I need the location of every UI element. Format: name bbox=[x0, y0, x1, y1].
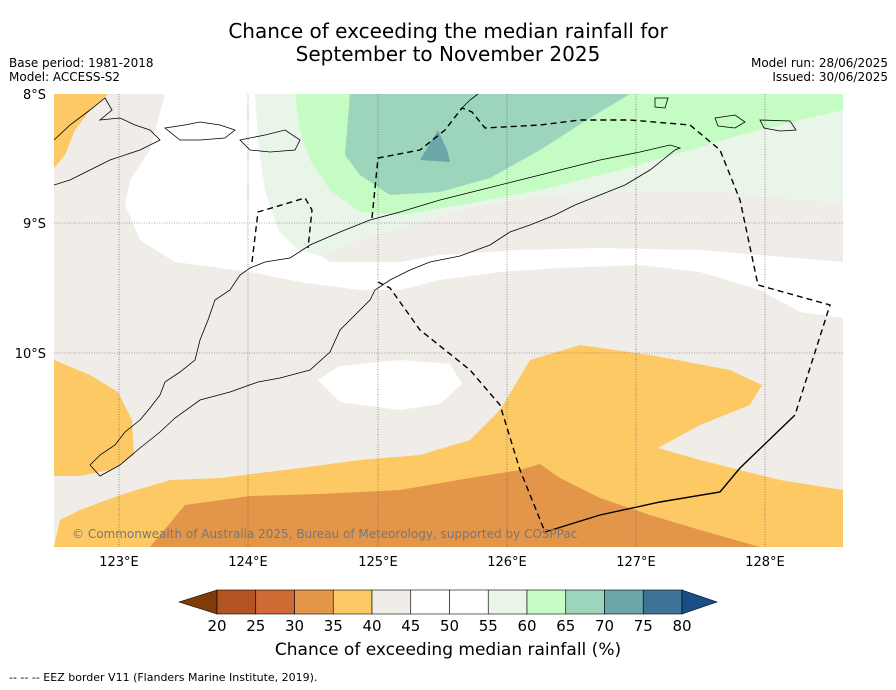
colorbar-segment bbox=[371, 589, 412, 615]
copyright-text: © Commonwealth of Australia 2025, Bureau… bbox=[72, 527, 577, 541]
shading-35-40-west bbox=[54, 360, 134, 476]
colorbar-tick-label: 35 bbox=[324, 617, 343, 635]
colorbar-arrow-high bbox=[681, 589, 718, 615]
colorbar-segment bbox=[332, 589, 373, 615]
shading-35-40-nw bbox=[54, 94, 108, 168]
colorbar-tick-label: 30 bbox=[285, 617, 304, 635]
colorbar-tick-label: 65 bbox=[556, 617, 575, 635]
lat-label-9s: 9°S bbox=[23, 217, 46, 232]
map-area: © Commonwealth of Australia 2025, Bureau… bbox=[54, 94, 843, 547]
shading-70-75 bbox=[420, 130, 450, 162]
colorbar-segment bbox=[294, 589, 334, 615]
colorbar-segment bbox=[565, 589, 605, 615]
title-line-2: September to November 2025 bbox=[295, 42, 601, 66]
eez-border-solid bbox=[544, 414, 796, 533]
colorbar-tick-label: 55 bbox=[479, 617, 498, 635]
coastlines bbox=[54, 94, 797, 477]
meta-right: Model run: 28/06/2025 Issued: 30/06/2025 bbox=[751, 56, 888, 84]
colorbar-tick-label: 50 bbox=[440, 617, 459, 635]
shading-30-35 bbox=[150, 464, 760, 547]
lon-label-124e: 124°E bbox=[228, 555, 268, 570]
lat-labels: 8°S 9°S 10°S bbox=[15, 88, 46, 362]
colorbar-arrow-low bbox=[178, 589, 218, 615]
model-text: Model: ACCESS-S2 bbox=[9, 70, 121, 84]
graticule bbox=[54, 94, 843, 547]
lon-label-128e: 128°E bbox=[745, 555, 785, 570]
eez-border bbox=[251, 107, 831, 533]
lat-label-10s: 10°S bbox=[15, 347, 46, 362]
colorbar-segment bbox=[604, 589, 644, 615]
colorbar-segment bbox=[526, 589, 567, 615]
lon-labels: 123°E 124°E 125°E 126°E 127°E 128°E bbox=[99, 555, 785, 570]
model-run-text: Model run: 28/06/2025 bbox=[750, 56, 888, 70]
colorbar-tick-label: 80 bbox=[672, 617, 691, 635]
eez-legend-footer: -- -- -- EEZ border V11 (Flanders Marine… bbox=[9, 671, 318, 684]
colorbar-tick-label: 75 bbox=[634, 617, 653, 635]
colorbar-segment bbox=[410, 589, 450, 615]
map-title: Chance of exceeding the median rainfall … bbox=[0, 20, 896, 66]
lon-label-127e: 127°E bbox=[616, 555, 656, 570]
colorbar-segment bbox=[642, 589, 683, 615]
shading-45-55-patch bbox=[318, 360, 462, 410]
colorbar-segment bbox=[449, 589, 489, 615]
lon-label-126e: 126°E bbox=[487, 555, 527, 570]
colorbar-tick-label: 70 bbox=[595, 617, 614, 635]
lat-label-8s: 8°S bbox=[23, 88, 46, 103]
lon-label-125e: 125°E bbox=[358, 555, 398, 570]
colorbar-tick-label: 25 bbox=[246, 617, 265, 635]
shading-45-55-band bbox=[125, 94, 843, 318]
meta-left: Base period: 1981-2018 Model: ACCESS-S2 bbox=[9, 56, 154, 84]
issued-text: Issued: 30/06/2025 bbox=[772, 70, 888, 84]
colorbar-segment bbox=[255, 589, 295, 615]
colorbar-segment bbox=[216, 589, 257, 615]
base-period-text: Base period: 1981-2018 bbox=[9, 56, 154, 70]
title-line-1: Chance of exceeding the median rainfall … bbox=[228, 19, 668, 43]
colorbar-tick-label: 40 bbox=[362, 617, 381, 635]
colorbar-segment bbox=[487, 589, 528, 615]
colorbar-tick-label: 60 bbox=[517, 617, 536, 635]
colorbar: 20 25 30 35 40 45 50 55 60 65 70 75 80 bbox=[178, 589, 718, 635]
lon-label-123e: 123°E bbox=[99, 555, 139, 570]
colorbar-tick-label: 45 bbox=[401, 617, 420, 635]
colorbar-tick-label: 20 bbox=[207, 617, 226, 635]
colorbar-label: Chance of exceeding median rainfall (%) bbox=[274, 640, 622, 660]
shading-65-70 bbox=[345, 94, 630, 195]
